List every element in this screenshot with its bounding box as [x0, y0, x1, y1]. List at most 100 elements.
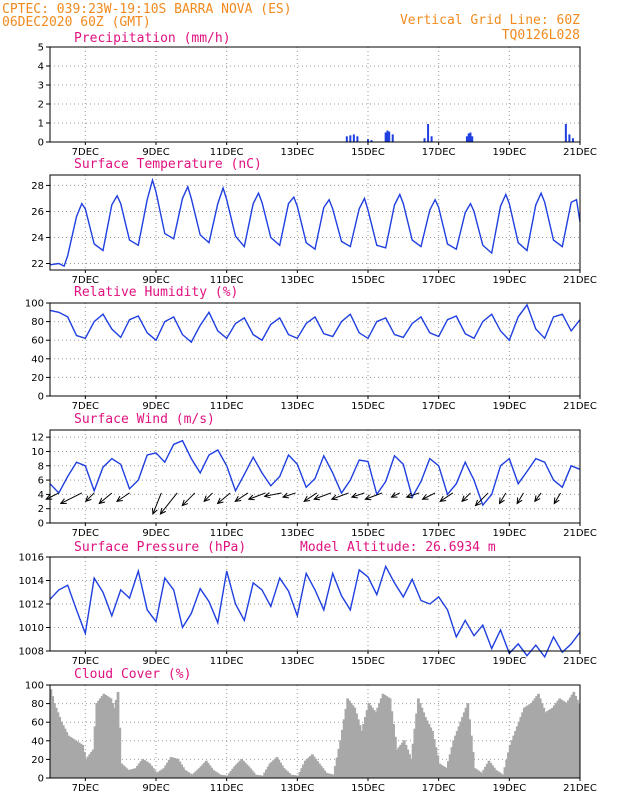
precip-ytick-label: 0 [38, 138, 44, 149]
rh-panel: Relative Humidity (%) 0 20 40 60 80 100 7DEC 9DE… [25, 285, 597, 412]
precip-ytick-label: 5 [38, 43, 44, 54]
wind-vector [203, 492, 213, 503]
temp-xtick-label: 15DEC [351, 275, 385, 286]
wind-vector [330, 492, 349, 501]
cloud-xtick-label: 21DEC [563, 783, 597, 794]
temp-xtick-label: 7DEC [72, 275, 99, 286]
precip-xtick-label: 17DEC [422, 147, 456, 158]
wind-vector [364, 492, 383, 501]
wind-ytick-label: 10 [31, 447, 44, 458]
rh-ytick-label: 20 [31, 373, 44, 384]
wind-vector-shaft [351, 492, 365, 498]
wind-vector-shaft [217, 492, 231, 504]
header-grid-line: Vertical Grid Line: 60Z [400, 13, 580, 28]
wind-xtick-label: 19DEC [492, 528, 526, 539]
temp-title: Surface Temperature (nC) [74, 157, 262, 172]
temp-ytick-label: 28 [31, 181, 44, 192]
wind-vector-shaft [116, 492, 130, 502]
wind-xtick-label: 15DEC [351, 528, 385, 539]
wind-ytick-label: 8 [38, 461, 44, 472]
wind-vector [350, 492, 365, 499]
pressure-ytick-label: 1008 [19, 647, 44, 658]
wind-vector-head [263, 492, 271, 499]
precip-xtick-label: 13DEC [280, 147, 314, 158]
pressure-panel: Surface Pressure (hPa) Model Altitude: 26… [19, 540, 597, 667]
rh-line [49, 303, 581, 344]
wind-panel: Surface Wind (m/s) 0 2 4 6 8 10 12 7DEC 9DEC 11DEC… [31, 412, 597, 539]
temp-xtick-label: 9DEC [142, 275, 169, 286]
rh-xtick-label: 13DEC [280, 401, 314, 412]
wind-vector [553, 492, 561, 505]
pressure-ytick-label: 1016 [19, 553, 44, 564]
precip-bar [388, 131, 391, 142]
wind-vector-shaft [422, 492, 436, 500]
wind-xtick-label: 13DEC [280, 528, 314, 539]
precip-xtick-label: 21DEC [563, 147, 597, 158]
header-station: CPTEC: 039:23W-19:10S BARRA NOVA (ES) [2, 2, 292, 17]
rh-xtick-label: 7DEC [72, 401, 99, 412]
precip-xtick-label: 15DEC [351, 147, 385, 158]
wind-vector-shaft [406, 492, 420, 498]
temp-frame [49, 174, 581, 271]
temp-line [49, 177, 581, 268]
temp-xtick-label: 19DEC [492, 275, 526, 286]
wind-vector-shaft [461, 492, 471, 502]
pressure-xtick-label: 19DEC [492, 656, 526, 667]
rh-ytick-label: 40 [31, 354, 44, 365]
precip-bar [471, 136, 474, 142]
wind-title: Surface Wind (m/s) [74, 412, 215, 427]
precip-ytick-label: 3 [38, 81, 44, 92]
precip-bar [386, 130, 389, 142]
rh-ytick-label: 60 [31, 336, 44, 347]
wind-vector-shaft [499, 492, 507, 504]
precip-frame [49, 46, 581, 143]
wind-xtick-label: 7DEC [72, 528, 99, 539]
wind-vector-head [84, 495, 92, 503]
wind-vector [181, 492, 196, 507]
temp-panel: Surface Temperature (nC) 22 24 26 28 7DEC 9DEC… [31, 157, 597, 286]
pressure-ytick-label: 1012 [19, 600, 44, 611]
wind-vector-head [303, 495, 311, 502]
wind-ytick-label: 0 [38, 519, 44, 530]
wind-vector [159, 492, 178, 515]
wind-vector-head [421, 494, 429, 500]
rh-title: Relative Humidity (%) [74, 285, 238, 300]
wind-vector [247, 492, 266, 501]
wind-vector-head [461, 495, 468, 503]
wind-vector-shaft [553, 492, 561, 504]
rh-xtick-label: 15DEC [351, 401, 385, 412]
wind-vector-shaft [248, 492, 266, 500]
wind-vector-head [159, 507, 167, 515]
precip-bar [467, 133, 470, 142]
cloud-xtick-label: 9DEC [142, 783, 169, 794]
wind-vector-shaft [282, 492, 296, 498]
wind-vector-head [498, 497, 505, 505]
precip-bar [430, 136, 433, 142]
wind-vector-head [553, 497, 560, 505]
temp-ytick-label: 22 [31, 259, 44, 270]
precip-ytick-label: 1 [38, 119, 44, 130]
pressure-xtick-label: 7DEC [72, 656, 99, 667]
rh-frame [49, 302, 581, 397]
header-run: 06DEC2020 60Z (GMT) [2, 15, 151, 30]
wind-xtick-label: 17DEC [422, 528, 456, 539]
precip-bar [571, 138, 574, 142]
rh-xtick-label: 11DEC [210, 401, 244, 412]
wind-xtick-label: 11DEC [210, 528, 244, 539]
precip-bar [352, 134, 355, 142]
wind-vector-head [98, 497, 106, 505]
wind-vector-head [390, 492, 398, 498]
precip-bar [356, 136, 359, 142]
wind-vector [390, 492, 401, 498]
precip-bar [345, 136, 348, 142]
cloud-ytick-label: 100 [25, 681, 44, 692]
wind-vector-head [281, 492, 289, 499]
wind-vector-shaft [264, 492, 282, 497]
wind-vector-shaft [391, 492, 401, 498]
precip-bar [367, 139, 369, 142]
rh-xtick-label: 17DEC [422, 401, 456, 412]
wind-vector [84, 492, 95, 503]
cloud-title: Cloud Cover (%) [74, 667, 191, 682]
wind-vector [474, 492, 489, 507]
wind-vector-shaft [181, 492, 196, 506]
